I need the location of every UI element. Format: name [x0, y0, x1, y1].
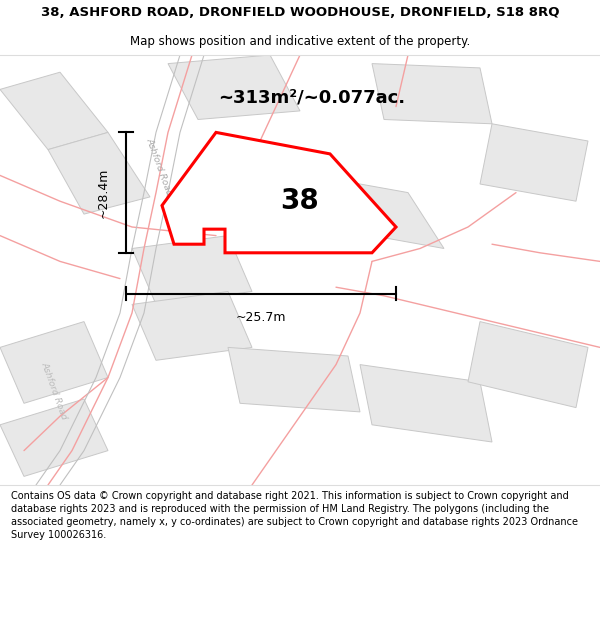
Text: Contains OS data © Crown copyright and database right 2021. This information is : Contains OS data © Crown copyright and d… [11, 491, 578, 540]
Text: 38, ASHFORD ROAD, DRONFIELD WOODHOUSE, DRONFIELD, S18 8RQ: 38, ASHFORD ROAD, DRONFIELD WOODHOUSE, D… [41, 6, 559, 19]
Polygon shape [480, 124, 588, 201]
Polygon shape [372, 64, 492, 124]
Polygon shape [0, 399, 108, 476]
Polygon shape [168, 55, 300, 119]
Polygon shape [360, 364, 492, 442]
Polygon shape [162, 132, 396, 252]
Polygon shape [0, 72, 108, 149]
Polygon shape [132, 236, 252, 304]
Polygon shape [0, 322, 108, 403]
Text: ~25.7m: ~25.7m [236, 311, 286, 324]
Polygon shape [132, 291, 252, 360]
Text: ~28.4m: ~28.4m [97, 168, 110, 217]
Polygon shape [468, 322, 588, 408]
Text: Ashford Road: Ashford Road [40, 361, 68, 421]
Polygon shape [228, 348, 360, 412]
Polygon shape [48, 132, 150, 214]
Text: Ashford Road: Ashford Road [145, 137, 173, 197]
Text: 38: 38 [281, 188, 319, 215]
Text: Map shows position and indicative extent of the property.: Map shows position and indicative extent… [130, 35, 470, 48]
Text: ~313m²/~0.077ac.: ~313m²/~0.077ac. [218, 89, 406, 107]
Polygon shape [312, 176, 444, 249]
